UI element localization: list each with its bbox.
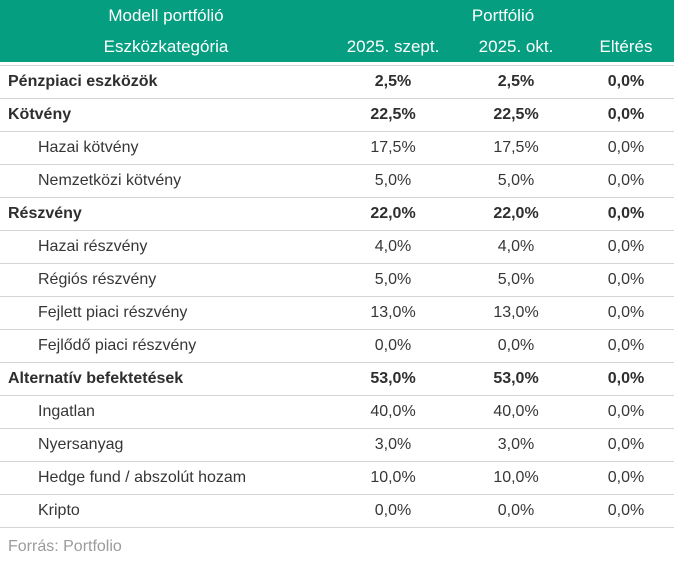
category-cell: Hazai kötvény [0, 131, 332, 164]
category-cell: Kötvény [0, 98, 332, 131]
table-title-left: Modell portfólió [0, 0, 332, 31]
value-cell: 0,0% [578, 296, 674, 329]
value-cell: 0,0% [578, 131, 674, 164]
category-cell: Alternatív befektetések [0, 362, 332, 395]
value-cell: 17,5% [454, 131, 578, 164]
value-cell: 0,0% [578, 428, 674, 461]
category-cell: Nyersanyag [0, 428, 332, 461]
value-cell: 0,0% [578, 395, 674, 428]
column-header-elteres: Eltérés [578, 31, 674, 65]
value-cell: 5,0% [454, 164, 578, 197]
header-columns-row: Eszközkategória 2025. szept. 2025. okt. … [0, 31, 674, 65]
category-cell: Pénzpiaci eszközök [0, 65, 332, 98]
column-header-category: Eszközkategória [0, 31, 332, 65]
category-cell: Nemzetközi kötvény [0, 164, 332, 197]
table-row: Pénzpiaci eszközök 2,5% 2,5% 0,0% [0, 65, 674, 98]
portfolio-table: Modell portfólió Portfólió Eszközkategór… [0, 0, 674, 527]
value-cell: 53,0% [454, 362, 578, 395]
value-cell: 0,0% [578, 263, 674, 296]
value-cell: 4,0% [454, 230, 578, 263]
category-cell: Régiós részvény [0, 263, 332, 296]
value-cell: 40,0% [454, 395, 578, 428]
value-cell: 2,5% [454, 65, 578, 98]
value-cell: 5,0% [332, 263, 454, 296]
category-cell: Részvény [0, 197, 332, 230]
value-cell: 0,0% [578, 362, 674, 395]
value-cell: 3,0% [332, 428, 454, 461]
table-row: Kötvény 22,5% 22,5% 0,0% [0, 98, 674, 131]
value-cell: 0,0% [578, 461, 674, 494]
table-row: Hedge fund / abszolút hozam 10,0% 10,0% 0,0… [0, 461, 674, 494]
value-cell: 10,0% [332, 461, 454, 494]
value-cell: 0,0% [332, 329, 454, 362]
category-cell: Kripto [0, 494, 332, 527]
value-cell: 0,0% [578, 197, 674, 230]
value-cell: 0,0% [454, 329, 578, 362]
table-row: Ingatlan 40,0% 40,0% 0,0% [0, 395, 674, 428]
value-cell: 40,0% [332, 395, 454, 428]
table-row: Régiós részvény 5,0% 5,0% 0,0% [0, 263, 674, 296]
category-cell: Hedge fund / abszolút hozam [0, 461, 332, 494]
table-row: Alternatív befektetések 53,0% 53,0% 0,0% [0, 362, 674, 395]
table-row: Kripto 0,0% 0,0% 0,0% [0, 494, 674, 527]
table-row: Nemzetközi kötvény 5,0% 5,0% 0,0% [0, 164, 674, 197]
value-cell: 13,0% [454, 296, 578, 329]
table-row: Fejlett piaci részvény 13,0% 13,0% 0,0% [0, 296, 674, 329]
value-cell: 13,0% [332, 296, 454, 329]
value-cell: 0,0% [332, 494, 454, 527]
value-cell: 0,0% [578, 494, 674, 527]
table-row: Hazai részvény 4,0% 4,0% 0,0% [0, 230, 674, 263]
value-cell: 2,5% [332, 65, 454, 98]
value-cell: 22,5% [332, 98, 454, 131]
table-header: Modell portfólió Portfólió Eszközkategór… [0, 0, 674, 65]
category-cell: Hazai részvény [0, 230, 332, 263]
category-cell: Ingatlan [0, 395, 332, 428]
column-header-sept-2025: 2025. szept. [332, 31, 454, 65]
value-cell: 22,0% [454, 197, 578, 230]
value-cell: 0,0% [578, 98, 674, 131]
header-group-row: Modell portfólió Portfólió [0, 0, 674, 31]
value-cell: 3,0% [454, 428, 578, 461]
value-cell: 17,5% [332, 131, 454, 164]
value-cell: 4,0% [332, 230, 454, 263]
value-cell: 5,0% [454, 263, 578, 296]
table-row: Nyersanyag 3,0% 3,0% 0,0% [0, 428, 674, 461]
value-cell: 22,5% [454, 98, 578, 131]
table-row: Hazai kötvény 17,5% 17,5% 0,0% [0, 131, 674, 164]
value-cell: 5,0% [332, 164, 454, 197]
category-cell: Fejlett piaci részvény [0, 296, 332, 329]
source-note: Forrás: Portfolio [0, 527, 674, 562]
table-title-right: Portfólió [332, 0, 674, 31]
table-body: Pénzpiaci eszközök 2,5% 2,5% 0,0% Kötvény 22,… [0, 65, 674, 527]
value-cell: 0,0% [578, 164, 674, 197]
value-cell: 0,0% [454, 494, 578, 527]
value-cell: 10,0% [454, 461, 578, 494]
value-cell: 22,0% [332, 197, 454, 230]
table-row: Fejlődő piaci részvény 0,0% 0,0% 0,0% [0, 329, 674, 362]
value-cell: 53,0% [332, 362, 454, 395]
value-cell: 0,0% [578, 65, 674, 98]
column-header-okt-2025: 2025. okt. [454, 31, 578, 65]
value-cell: 0,0% [578, 230, 674, 263]
category-cell: Fejlődő piaci részvény [0, 329, 332, 362]
table-row: Részvény 22,0% 22,0% 0,0% [0, 197, 674, 230]
value-cell: 0,0% [578, 329, 674, 362]
